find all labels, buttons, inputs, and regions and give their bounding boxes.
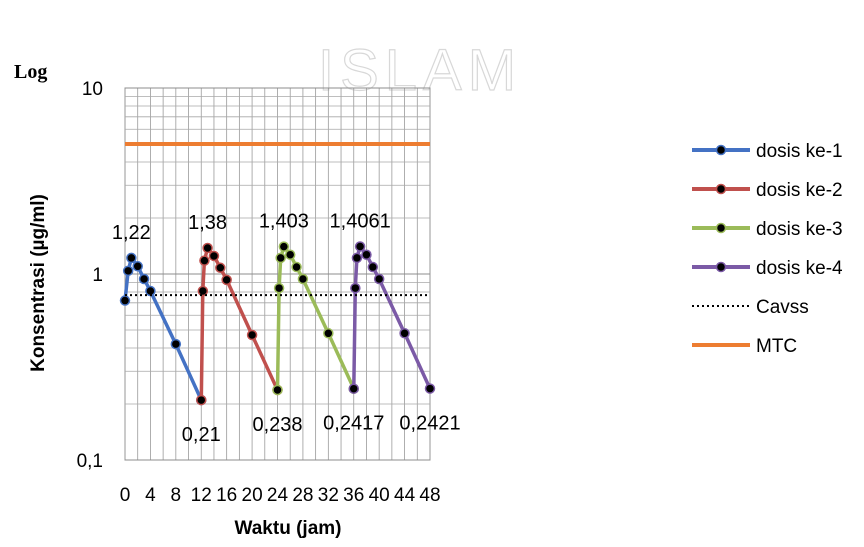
x-tick-label: 0 xyxy=(120,485,131,506)
data-point xyxy=(367,261,379,273)
data-label: 0,21 xyxy=(182,424,221,446)
data-point xyxy=(170,338,182,350)
y-axis-title: Konsentrasi (µg/ml) xyxy=(28,194,49,372)
data-point xyxy=(278,241,290,252)
grid xyxy=(124,87,431,461)
data-point xyxy=(323,328,334,339)
y-tick-label: 10 xyxy=(82,79,103,100)
watermark: ISLAM xyxy=(318,38,522,103)
data-label: 1,4061 xyxy=(330,210,391,232)
data-label: 1,22 xyxy=(112,222,151,244)
x-tick-label: 32 xyxy=(318,485,339,506)
data-point xyxy=(126,252,137,264)
y-tick-label: 0,1 xyxy=(77,451,103,472)
data-annotations: 1,22 1,38 1,403 1,4061 0,21 0,238 0,2417 0,2421 xyxy=(112,210,461,446)
legend-marker-dosis-ke-2 xyxy=(715,183,727,195)
x-tick-label: 20 xyxy=(242,485,263,506)
x-tick-label: 40 xyxy=(369,485,390,506)
x-tick-label: 4 xyxy=(145,485,156,506)
data-label: 1,403 xyxy=(259,211,309,233)
data-label: 1,38 xyxy=(188,212,227,234)
x-axis-title: Waktu (jam) xyxy=(235,518,342,539)
legend: dosis ke-1 dosis ke-2 dosis ke-3 dosis ke-4… xyxy=(692,141,843,357)
data-point xyxy=(199,255,210,266)
data-label: 0,2421 xyxy=(399,413,460,435)
legend-marker-dosis-ke-3 xyxy=(715,222,727,234)
data-point xyxy=(399,328,410,339)
series-lines xyxy=(119,142,436,406)
data-point xyxy=(138,273,150,285)
data-point xyxy=(351,252,363,264)
data-point xyxy=(208,250,220,262)
data-point xyxy=(354,241,366,252)
x-tick-label: 12 xyxy=(191,485,212,506)
data-point xyxy=(348,383,359,394)
legend-label-mtc: MTC xyxy=(756,336,797,357)
data-point xyxy=(291,261,302,273)
data-point xyxy=(350,282,361,294)
legend-label-dosis-ke-2: dosis ke-2 xyxy=(756,180,843,201)
data-point xyxy=(373,273,385,285)
data-point xyxy=(119,295,131,306)
legend-label-dosis-ke-4: dosis ke-4 xyxy=(756,258,843,279)
x-tick-label: 16 xyxy=(216,485,237,506)
x-tick-label: 28 xyxy=(292,485,313,506)
legend-label-cavss: Cavss xyxy=(756,297,809,318)
data-point xyxy=(197,285,209,297)
data-point xyxy=(202,242,213,254)
data-point xyxy=(122,265,134,277)
x-tick-label: 36 xyxy=(343,485,364,506)
legend-marker-dosis-ke-4 xyxy=(715,261,727,273)
legend-marker-dosis-ke-1 xyxy=(715,144,727,156)
data-point xyxy=(284,249,296,260)
legend-label-dosis-ke-1: dosis ke-1 xyxy=(756,141,843,162)
data-point xyxy=(132,261,143,272)
data-label: 0,238 xyxy=(252,414,302,436)
data-point xyxy=(424,383,436,394)
x-tick-label: 24 xyxy=(267,485,289,506)
data-label: 0,2417 xyxy=(323,413,384,435)
data-point xyxy=(221,274,232,286)
data-point xyxy=(215,262,226,274)
y-tick-label: 1 xyxy=(92,265,103,286)
legend-label-dosis-ke-3: dosis ke-3 xyxy=(756,219,843,240)
data-point xyxy=(361,249,372,260)
data-point xyxy=(297,273,309,285)
data-point xyxy=(273,282,285,294)
data-point xyxy=(272,384,283,396)
x-tick-label: 48 xyxy=(419,485,440,506)
data-point xyxy=(275,252,286,264)
data-point xyxy=(196,394,207,406)
data-point xyxy=(246,329,258,341)
log-scale-label: Log xyxy=(14,61,47,83)
x-tick-label: 44 xyxy=(394,485,416,506)
x-tick-label: 8 xyxy=(171,485,182,506)
